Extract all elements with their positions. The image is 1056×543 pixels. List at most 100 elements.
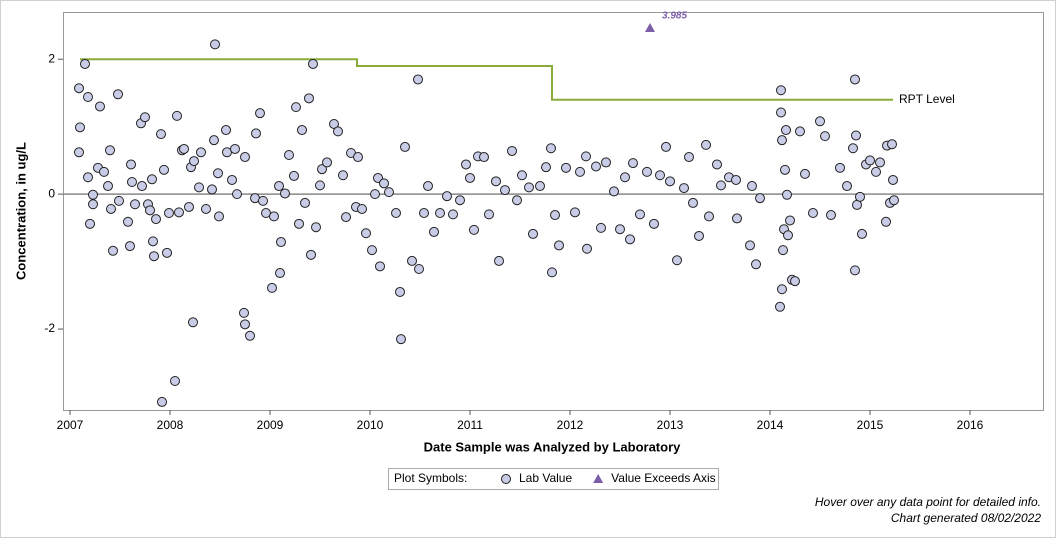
data-point — [151, 214, 161, 225]
data-point — [469, 224, 479, 235]
data-point — [291, 102, 301, 113]
data-point — [541, 162, 551, 173]
data-point — [306, 249, 316, 260]
data-point — [581, 151, 591, 162]
data-point — [800, 168, 810, 179]
data-point — [184, 201, 194, 212]
data-point — [850, 265, 860, 276]
data-point — [201, 203, 211, 214]
data-point — [550, 210, 560, 221]
data-point — [162, 247, 172, 258]
legend-box — [388, 468, 719, 490]
x-tick-label: 2007 — [57, 418, 84, 432]
data-point — [826, 210, 836, 221]
data-point — [414, 264, 424, 275]
data-point — [704, 211, 714, 222]
data-point — [620, 172, 630, 183]
data-point — [465, 172, 475, 183]
data-point — [188, 317, 198, 328]
data-point — [157, 396, 167, 407]
data-point — [384, 187, 394, 198]
data-point — [694, 230, 704, 241]
y-axis-title: Concentration, in ug/L — [13, 142, 28, 280]
data-point — [665, 176, 675, 187]
data-point — [795, 126, 805, 137]
data-point — [688, 197, 698, 208]
data-point — [379, 178, 389, 189]
data-point — [775, 301, 785, 312]
data-point — [357, 203, 367, 214]
data-point — [790, 276, 800, 287]
data-point — [74, 147, 84, 158]
x-tick-label: 2008 — [157, 418, 184, 432]
data-point — [196, 147, 206, 158]
data-point — [865, 155, 875, 166]
data-point — [126, 159, 136, 170]
data-point — [149, 251, 159, 262]
data-point — [400, 141, 410, 152]
data-point — [80, 58, 90, 69]
data-point — [317, 164, 327, 175]
data-point — [170, 375, 180, 386]
line-label: RPT Level — [899, 92, 955, 106]
data-point — [221, 125, 231, 136]
data-point — [258, 195, 268, 206]
data-point — [333, 126, 343, 137]
data-point — [227, 174, 237, 185]
data-point — [875, 157, 885, 168]
data-point — [635, 209, 645, 220]
data-point — [546, 143, 556, 154]
data-point — [479, 152, 489, 163]
data-point — [95, 101, 105, 112]
data-point — [308, 58, 318, 69]
y-tick-label: -2 — [44, 321, 55, 335]
data-point — [494, 255, 504, 266]
data-point — [429, 226, 439, 237]
data-point — [274, 181, 284, 192]
data-point — [284, 150, 294, 161]
data-point — [517, 170, 527, 181]
data-point — [888, 174, 898, 185]
data-point — [731, 174, 741, 185]
data-point — [435, 208, 445, 219]
data-point — [423, 181, 433, 192]
legend-label: Lab Value — [519, 471, 572, 485]
data-point — [123, 216, 133, 227]
data-point — [419, 208, 429, 219]
x-tick-label: 2013 — [657, 418, 684, 432]
data-point — [105, 145, 115, 156]
data-point — [311, 222, 321, 233]
x-tick-label: 2012 — [557, 418, 584, 432]
data-point — [367, 245, 377, 256]
data-point — [179, 143, 189, 154]
data-point — [99, 166, 109, 177]
data-point — [850, 74, 860, 85]
data-point — [289, 170, 299, 181]
legend-label: Value Exceeds Axis — [611, 471, 716, 485]
data-point — [276, 237, 286, 248]
data-point — [127, 176, 137, 187]
footer-note: Chart generated 08/02/2022 — [891, 511, 1041, 525]
footer-note: Hover over any data point for detailed i… — [815, 495, 1041, 509]
data-point — [582, 243, 592, 254]
data-point — [300, 197, 310, 208]
data-point — [113, 89, 123, 100]
data-point — [524, 182, 534, 193]
data-point — [213, 168, 223, 179]
data-point — [240, 319, 250, 330]
data-point — [591, 161, 601, 172]
data-point — [280, 188, 290, 199]
data-point — [820, 131, 830, 142]
data-point — [148, 236, 158, 247]
data-point — [338, 170, 348, 181]
data-point — [88, 189, 98, 200]
data-point — [353, 152, 363, 163]
data-point — [528, 228, 538, 239]
data-point — [851, 130, 861, 141]
data-point — [156, 129, 166, 140]
data-point — [732, 213, 742, 224]
data-point — [239, 307, 249, 318]
data-point — [491, 176, 501, 187]
data-point — [130, 199, 140, 210]
